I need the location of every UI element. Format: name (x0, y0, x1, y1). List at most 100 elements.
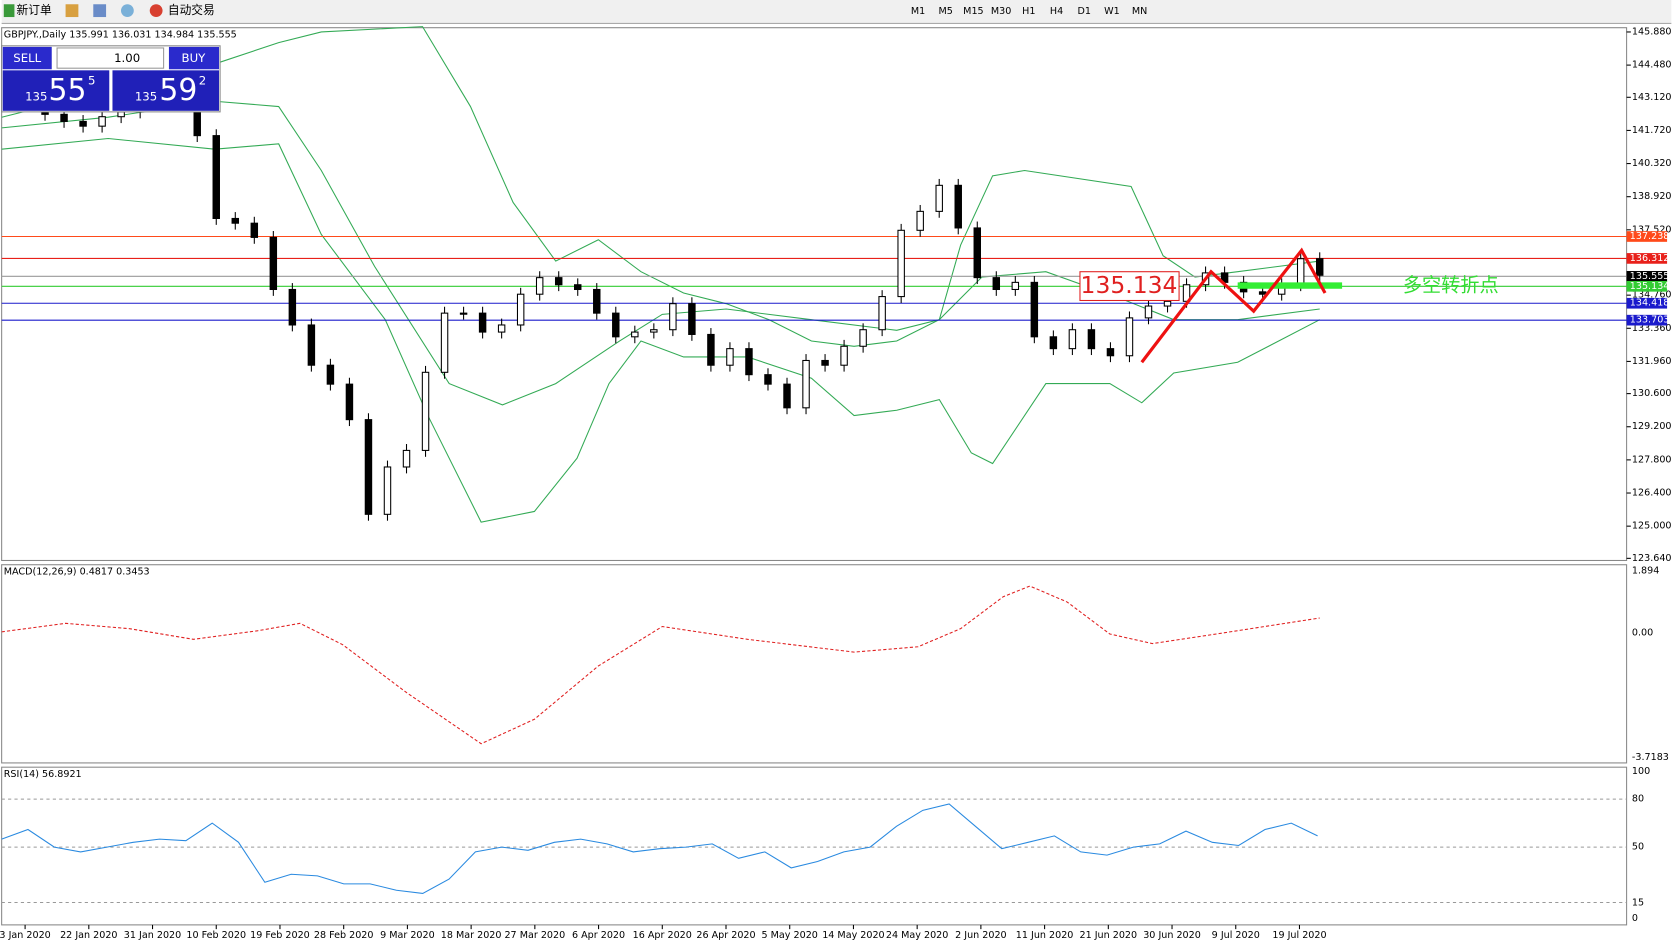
candle (840, 345, 848, 366)
price-tick-label: 123.640 (1632, 553, 1672, 564)
timeframe-button[interactable]: D1 (1077, 6, 1090, 17)
price-tick-label: 145.880 (1632, 26, 1672, 37)
candle (326, 364, 335, 385)
timeframe-button[interactable]: M1 (911, 6, 925, 17)
zigzag-arrow (1140, 247, 1327, 364)
sell-price-box[interactable] (2, 70, 110, 111)
sell-price-big[interactable]: 135 (25, 89, 47, 103)
tool-icon[interactable] (93, 4, 107, 18)
candle (1049, 336, 1058, 350)
candle (364, 419, 373, 515)
date-tick-label: 5 May 2020 (762, 930, 818, 941)
candle (1296, 258, 1305, 286)
sell-button[interactable] (2, 46, 52, 70)
sell-price-small[interactable]: 5 (88, 73, 95, 87)
price-tick-label: 130.600 (1632, 388, 1672, 399)
candle (1011, 281, 1020, 291)
candle (383, 466, 392, 515)
timeframe-button[interactable]: M5 (939, 6, 953, 17)
new-order-button[interactable]: 新订单 (17, 3, 52, 17)
price-tick-label: 144.480 (1632, 60, 1672, 71)
new-order-icon[interactable] (3, 4, 15, 18)
trade-panel: SELL 1.00 BUY 135 55 5 135 59 2 (1, 45, 221, 113)
sell-price-main[interactable]: 55 (49, 73, 87, 108)
date-tick-label: 24 May 2020 (886, 930, 948, 941)
candle (821, 359, 829, 366)
date-tick-label: 3 Jan 2020 (0, 930, 51, 941)
price-line-tag (1626, 314, 1668, 326)
toolbar (1, 0, 1672, 24)
timeframe-button[interactable]: W1 (1104, 6, 1120, 17)
buy-button[interactable] (168, 46, 220, 70)
band-middle (1, 100, 1320, 406)
tool-icon[interactable] (65, 4, 79, 18)
date-tick-label: 30 Jun 2020 (1143, 930, 1201, 941)
price-line-tag (1626, 297, 1668, 309)
price-tick-label: 129.200 (1632, 421, 1672, 432)
price-tick-label: 134.760 (1632, 290, 1672, 301)
candle (117, 111, 125, 118)
candle (992, 277, 1001, 291)
price-line-label: 136.312 (1630, 253, 1670, 264)
tool-icon[interactable] (120, 4, 134, 18)
candle (954, 184, 962, 229)
price-line-label: 133.703 (1630, 315, 1670, 326)
rsi-tick-label: 0 (1632, 913, 1638, 924)
price-tick-label: 131.960 (1632, 356, 1672, 367)
rsi-line (1, 803, 1318, 895)
buy-price-big[interactable]: 135 (135, 89, 157, 103)
candle (421, 371, 430, 451)
buy-price-small[interactable]: 2 (199, 73, 206, 87)
buy-price-box[interactable] (112, 70, 220, 111)
price-line-label: 137.238 (1630, 231, 1670, 242)
date-tick-label: 21 Jun 2020 (1080, 930, 1138, 941)
timeframe-button[interactable]: H4 (1050, 6, 1063, 17)
candle (973, 227, 981, 279)
timeframe-button[interactable]: M30 (991, 6, 1011, 17)
buy-price-main[interactable]: 59 (159, 73, 197, 108)
macd-panel (1, 564, 1628, 764)
buy-label[interactable]: BUY (182, 51, 207, 65)
candle (516, 293, 525, 326)
auto-trading-icon[interactable] (149, 4, 163, 18)
price-tick-label: 127.800 (1632, 454, 1672, 465)
price-tick-label: 141.720 (1632, 125, 1672, 136)
candle (1068, 329, 1077, 350)
rsi-tick-label: 100 (1632, 766, 1650, 777)
annotation-text: 多空转折点 (1403, 274, 1499, 297)
pivot-marker (1237, 282, 1343, 289)
candle (269, 236, 278, 291)
macd-tick-label: -3.7183 (1632, 752, 1669, 763)
auto-trading-button[interactable]: 自动交易 (168, 3, 215, 17)
candle (859, 329, 867, 347)
band-lower (1, 137, 1320, 523)
candle (650, 329, 658, 333)
lots-value[interactable]: 1.00 (114, 51, 140, 65)
candle (1106, 348, 1115, 357)
annotation-price: 135.134 (1081, 271, 1178, 299)
rsi-panel (1, 766, 1628, 926)
price-tick-label: 143.120 (1632, 92, 1672, 103)
candle (250, 222, 259, 238)
candle (554, 277, 563, 286)
sell-label[interactable]: SELL (13, 51, 41, 65)
candle (764, 374, 772, 385)
macd-tick-label: 0.00 (1632, 627, 1653, 638)
lots-input[interactable] (56, 47, 165, 69)
price-tick-label: 137.520 (1632, 224, 1672, 235)
macd-signal (1, 585, 1320, 745)
candle (459, 312, 468, 315)
annotation-box (1079, 271, 1180, 302)
date-tick-label: 9 Jul 2020 (1212, 930, 1260, 941)
candle (631, 331, 639, 338)
timeframe-button[interactable]: H1 (1022, 6, 1035, 17)
timeframe-button[interactable]: MN (1132, 6, 1147, 17)
timeframe-button[interactable]: M15 (963, 6, 983, 17)
candle (745, 348, 753, 376)
date-tick-label: 6 Apr 2020 (572, 930, 625, 941)
price-tick-label: 140.320 (1632, 158, 1672, 169)
candle (497, 324, 506, 333)
macd-label: MACD(12,26,9) 0.4817 0.3453 (4, 567, 150, 578)
candle (231, 217, 240, 224)
candle (593, 288, 601, 314)
